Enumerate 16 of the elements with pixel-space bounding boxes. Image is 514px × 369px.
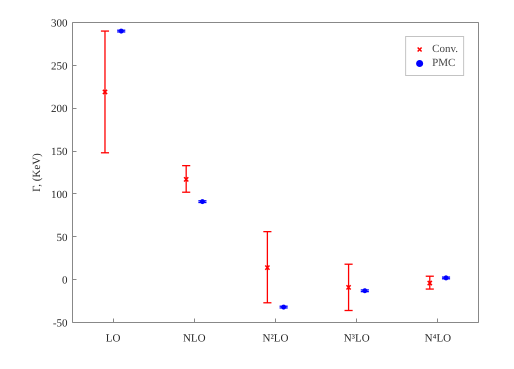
legend-label: PMC (432, 56, 456, 70)
y-tick-label: 150 (51, 146, 68, 158)
x-tick-label: N²LO (262, 332, 289, 344)
y-tick-label: 100 (51, 188, 68, 201)
x-tick-label: LO (106, 332, 120, 344)
y-tick-label: 300 (51, 18, 68, 30)
y-tick-label: 250 (51, 60, 68, 72)
y-tick-label: 0 (62, 274, 68, 287)
legend-label: Conv. (432, 42, 458, 56)
y-axis-title: Γ, (KeV) (31, 152, 43, 192)
y-tick-label: 200 (51, 103, 68, 116)
x-tick-label: N³LO (344, 332, 370, 344)
y-tick-label: -50 (52, 318, 68, 330)
x-tick-label: NLO (182, 332, 206, 344)
x-tick-label: N⁴LO (424, 332, 452, 344)
y-tick-label: 50 (56, 232, 68, 244)
